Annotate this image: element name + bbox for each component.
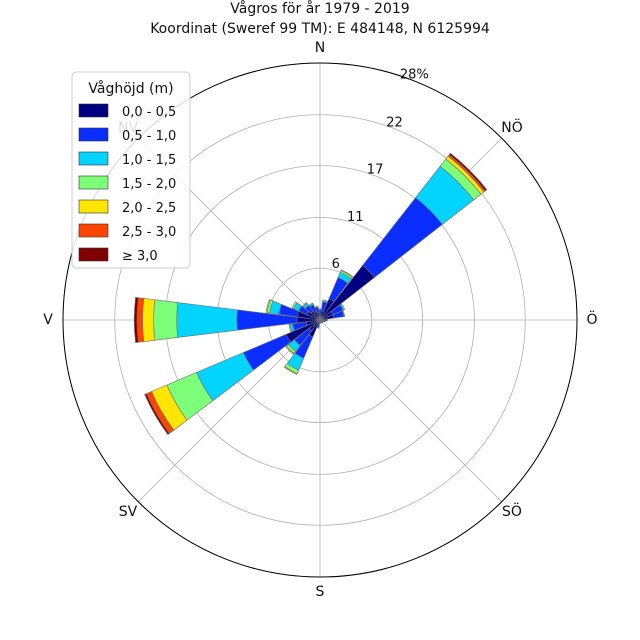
direction-label-3: SÖ xyxy=(502,502,522,520)
bar-sector-75-bin-2 xyxy=(341,310,346,317)
legend-label-4: 2,0 - 2,5 xyxy=(122,201,176,216)
legend-label-3: 1,5 - 2,0 xyxy=(122,177,176,192)
legend-swatch-5 xyxy=(78,223,109,238)
bar-sector-345-bin-2 xyxy=(314,305,319,309)
bar-sector-270-bin-6 xyxy=(133,297,139,343)
bar-sector-270-bin-5 xyxy=(136,297,145,343)
radial-tick-4: 28% xyxy=(400,68,429,83)
bar-sector-15-bin-2 xyxy=(322,299,329,304)
legend-label-0: 0,0 - 0,5 xyxy=(122,105,176,120)
bar-sector-45-bin-6 xyxy=(448,152,488,192)
legend-swatch-3 xyxy=(78,175,109,190)
radial-tick-2: 17 xyxy=(367,162,384,177)
bar-sector-300-bin-3 xyxy=(291,301,298,310)
bar-sector-240-bin-6 xyxy=(144,393,170,436)
chart-subtitle: Koordinat (Sweref 99 TM): E 484148, N 61… xyxy=(150,21,490,37)
direction-label-0: N xyxy=(315,40,325,56)
chart-title: Vågros för år 1979 - 2019 xyxy=(230,0,409,17)
bar-sector-270-bin-3 xyxy=(153,299,179,341)
bar-sector-270-bin-2 xyxy=(176,302,238,338)
outer-circle xyxy=(62,62,578,578)
bar-sector-330-bin-2 xyxy=(308,302,314,308)
bar-sector-285-bin-4 xyxy=(265,299,271,313)
bar-sector-60-bin-2 xyxy=(339,303,346,311)
rose-bars xyxy=(133,152,488,436)
radial-tick-1: 11 xyxy=(347,210,364,225)
bar-sector-0-bin-2 xyxy=(318,308,322,311)
polar-grid xyxy=(62,62,578,578)
direction-label-6: V xyxy=(43,312,53,328)
bar-sector-30-bin-4 xyxy=(340,269,354,278)
radial-tick-0: 6 xyxy=(332,257,340,272)
direction-label-2: Ö xyxy=(586,310,597,328)
bar-sector-210-bin-4 xyxy=(283,366,298,375)
legend-title: Våghöjd (m) xyxy=(88,80,173,97)
direction-label-1: NÖ xyxy=(501,118,523,136)
direction-label-4: S xyxy=(316,584,325,600)
bar-sector-255-bin-3 xyxy=(288,323,293,333)
grid-spoke-3 xyxy=(319,319,503,503)
radial-tick-3: 22 xyxy=(386,115,403,130)
bar-sector-105-bin-1 xyxy=(323,320,326,323)
legend-frame xyxy=(71,71,191,269)
legend-label-6: ≥ 3,0 xyxy=(122,249,158,264)
bar-sector-270-bin-4 xyxy=(142,298,156,342)
legend-swatch-6 xyxy=(78,247,109,262)
legend-swatch-2 xyxy=(78,151,109,166)
legend-swatch-4 xyxy=(78,199,109,214)
bar-sector-225-bin-4 xyxy=(285,345,295,355)
legend-swatch-0 xyxy=(78,103,109,118)
legend-label-1: 0,5 - 1,0 xyxy=(122,129,176,144)
legend-label-5: 2,5 - 3,0 xyxy=(122,225,176,240)
bar-sector-135-bin-1 xyxy=(321,321,324,324)
bar-sector-240-bin-1 xyxy=(243,334,291,371)
direction-label-5: SV xyxy=(119,504,138,520)
axis-labels: NNÖÖSÖSSVVNV611172228% xyxy=(43,40,597,600)
legend-swatch-1 xyxy=(78,127,109,142)
legend-label-2: 1,0 - 1,5 xyxy=(122,153,176,168)
bar-sector-315-bin-3 xyxy=(302,302,308,308)
legend: Våghöjd (m) 0,0 - 0,5 0,5 - 1,0 1,0 - 1,5 1,… xyxy=(71,71,191,269)
